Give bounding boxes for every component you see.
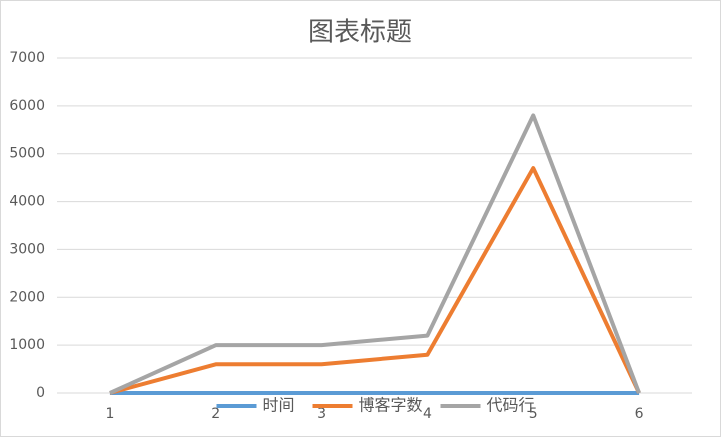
- x-tick-label: 6: [635, 406, 644, 422]
- y-tick-label: 2000: [9, 289, 45, 305]
- x-tick-label: 2: [211, 406, 220, 422]
- x-tick-label: 5: [529, 406, 538, 422]
- y-tick-label: 3000: [9, 241, 45, 257]
- chart-title: 图表标题: [308, 18, 412, 48]
- y-tick-label: 0: [36, 385, 45, 401]
- y-tick-label: 6000: [9, 98, 45, 114]
- y-tick-label: 7000: [9, 50, 45, 66]
- series-line: [109, 113, 641, 395]
- legend-label: 博客字数: [359, 396, 423, 415]
- x-tick-label: 1: [105, 406, 114, 422]
- y-tick-label: 1000: [9, 337, 45, 353]
- x-tick-label: 3: [317, 406, 326, 422]
- y-tick-label: 4000: [9, 194, 45, 210]
- legend-label: 代码行: [487, 396, 535, 415]
- y-tick-label: 5000: [9, 146, 45, 162]
- legend-label: 时间: [263, 396, 295, 415]
- series-line: [109, 166, 641, 395]
- x-tick-label: 4: [423, 406, 432, 422]
